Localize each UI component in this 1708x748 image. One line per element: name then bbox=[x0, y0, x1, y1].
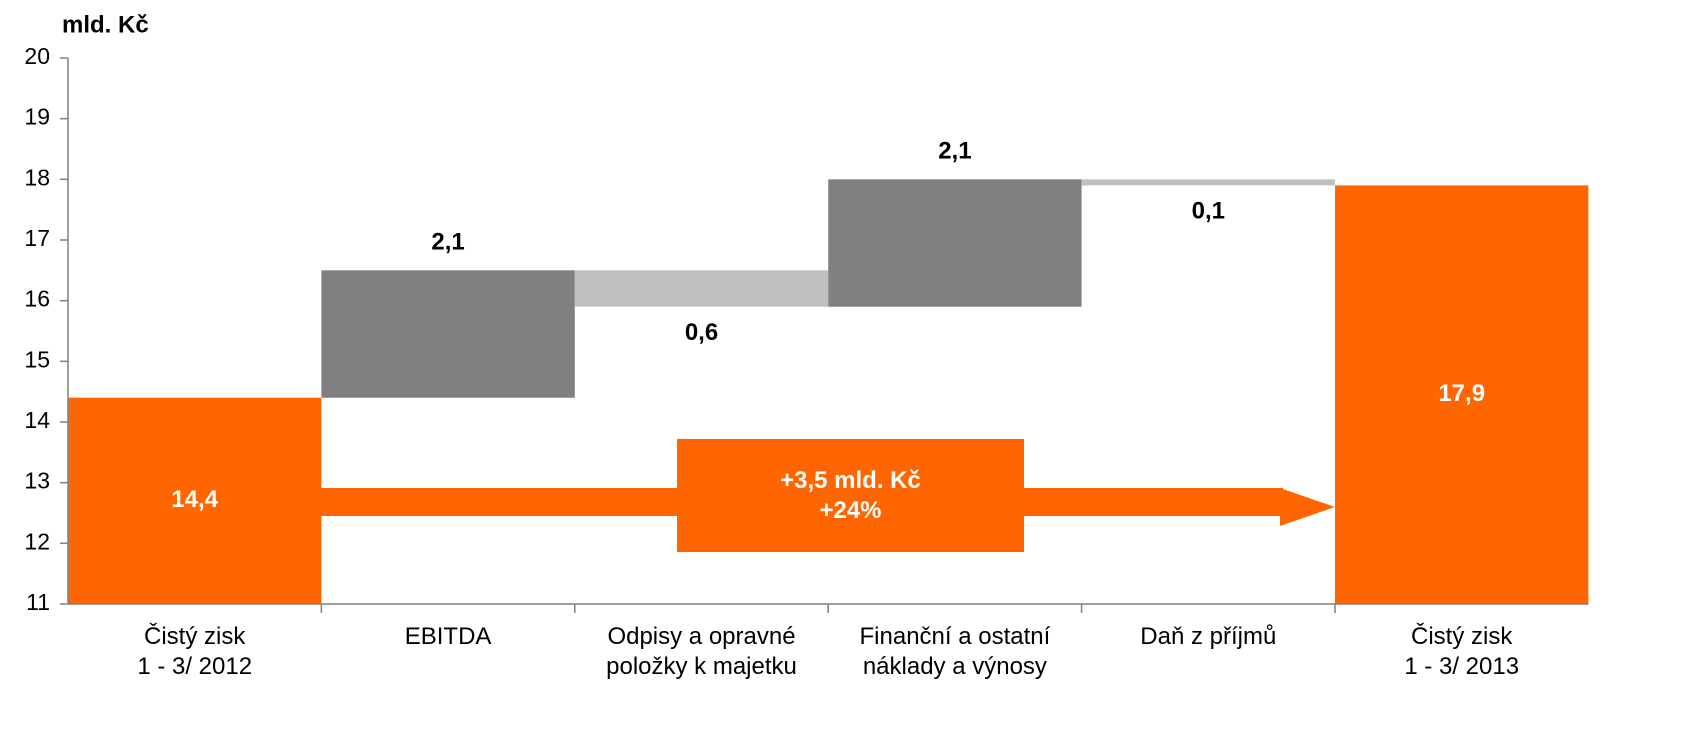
bar bbox=[1335, 185, 1589, 604]
x-tick-label: Čistý zisk 1 - 3/ 2012 bbox=[137, 623, 253, 680]
bar bbox=[828, 179, 1082, 307]
x-tick-label: Daň z příjmů bbox=[1140, 623, 1277, 650]
x-tick-label: Finanční a ostatní náklady a výnosy bbox=[859, 623, 1051, 680]
bar bbox=[574, 270, 829, 307]
y-tick-label: 19 bbox=[24, 104, 50, 130]
y-tick-label: 16 bbox=[24, 286, 50, 312]
bar bbox=[68, 397, 322, 604]
y-tick-label: 11 bbox=[26, 589, 50, 615]
y-tick-label: 18 bbox=[24, 164, 50, 190]
data-label: 17,9 bbox=[1438, 380, 1485, 407]
bar bbox=[1081, 179, 1335, 186]
y-tick-label: 12 bbox=[24, 528, 50, 554]
x-tick-label: EBITDA bbox=[404, 623, 492, 650]
y-tick-label: 20 bbox=[24, 43, 50, 69]
y-tick-label: 17 bbox=[24, 225, 50, 251]
x-tick-label: Čistý zisk 1 - 3/ 2013 bbox=[1404, 623, 1520, 680]
annotation: +3,5 mld. Kč +24% bbox=[780, 466, 921, 524]
annotation-box bbox=[677, 439, 1024, 552]
data-label: 0,1 bbox=[1192, 198, 1225, 225]
y-axis-label: mld. Kč bbox=[62, 11, 149, 38]
bar bbox=[321, 270, 575, 398]
x-tick-label: Odpisy a opravné položky k majetku bbox=[606, 623, 797, 680]
arrow-head bbox=[1280, 488, 1335, 526]
data-label: 14,4 bbox=[171, 486, 218, 513]
growth-arrow bbox=[321, 439, 1335, 552]
y-tick-label: 15 bbox=[24, 346, 50, 372]
y-tick-label: 14 bbox=[24, 407, 50, 433]
data-label: 2,1 bbox=[431, 229, 464, 256]
data-label: 2,1 bbox=[938, 138, 971, 165]
data-label: 0,6 bbox=[685, 319, 718, 346]
y-tick-label: 13 bbox=[24, 468, 50, 494]
